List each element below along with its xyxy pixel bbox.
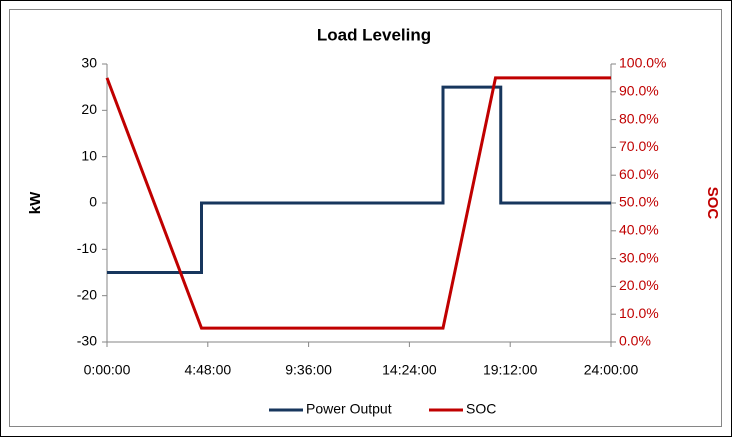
y2-tick-label: 90.0% <box>619 83 659 99</box>
y2-tick-label: 30.0% <box>619 249 659 265</box>
y2-tick-label: 0.0% <box>619 333 651 349</box>
legend-label: SOC <box>466 401 496 417</box>
y-tick-label: 0 <box>89 194 97 210</box>
y-tick-label: 20 <box>81 101 97 117</box>
series-line <box>105 76 611 330</box>
y2-tick-label: 80.0% <box>619 110 659 126</box>
x-tick-label: 24:00:00 <box>584 362 639 378</box>
y2-tick-label: 60.0% <box>619 166 659 182</box>
y2-axis-label: SOC <box>704 187 721 220</box>
x-tick-label: 0:00:00 <box>84 362 131 378</box>
x-tick-label: 4:48:00 <box>184 362 231 378</box>
chart-title: Load Leveling <box>317 25 431 44</box>
y2-tick-label: 100.0% <box>619 55 666 71</box>
legend-label: Power Output <box>306 401 392 417</box>
series-line <box>107 85 611 274</box>
y-tick-label: -10 <box>77 240 97 256</box>
y2-tick-label: 70.0% <box>619 138 659 154</box>
y2-tick-label: 10.0% <box>619 305 659 321</box>
y-tick-label: 30 <box>81 55 97 71</box>
y2-tick-label: 20.0% <box>619 277 659 293</box>
y-tick-label: -30 <box>77 333 97 349</box>
y-axis-label: kW <box>27 191 44 214</box>
y2-tick-label: 40.0% <box>619 222 659 238</box>
y-tick-label: 10 <box>81 147 97 163</box>
y2-tick-label: 50.0% <box>619 194 659 210</box>
y-tick-label: -20 <box>77 286 97 302</box>
x-tick-label: 9:36:00 <box>285 362 332 378</box>
x-tick-label: 14:24:00 <box>382 362 437 378</box>
x-tick-label: 19:12:00 <box>483 362 538 378</box>
